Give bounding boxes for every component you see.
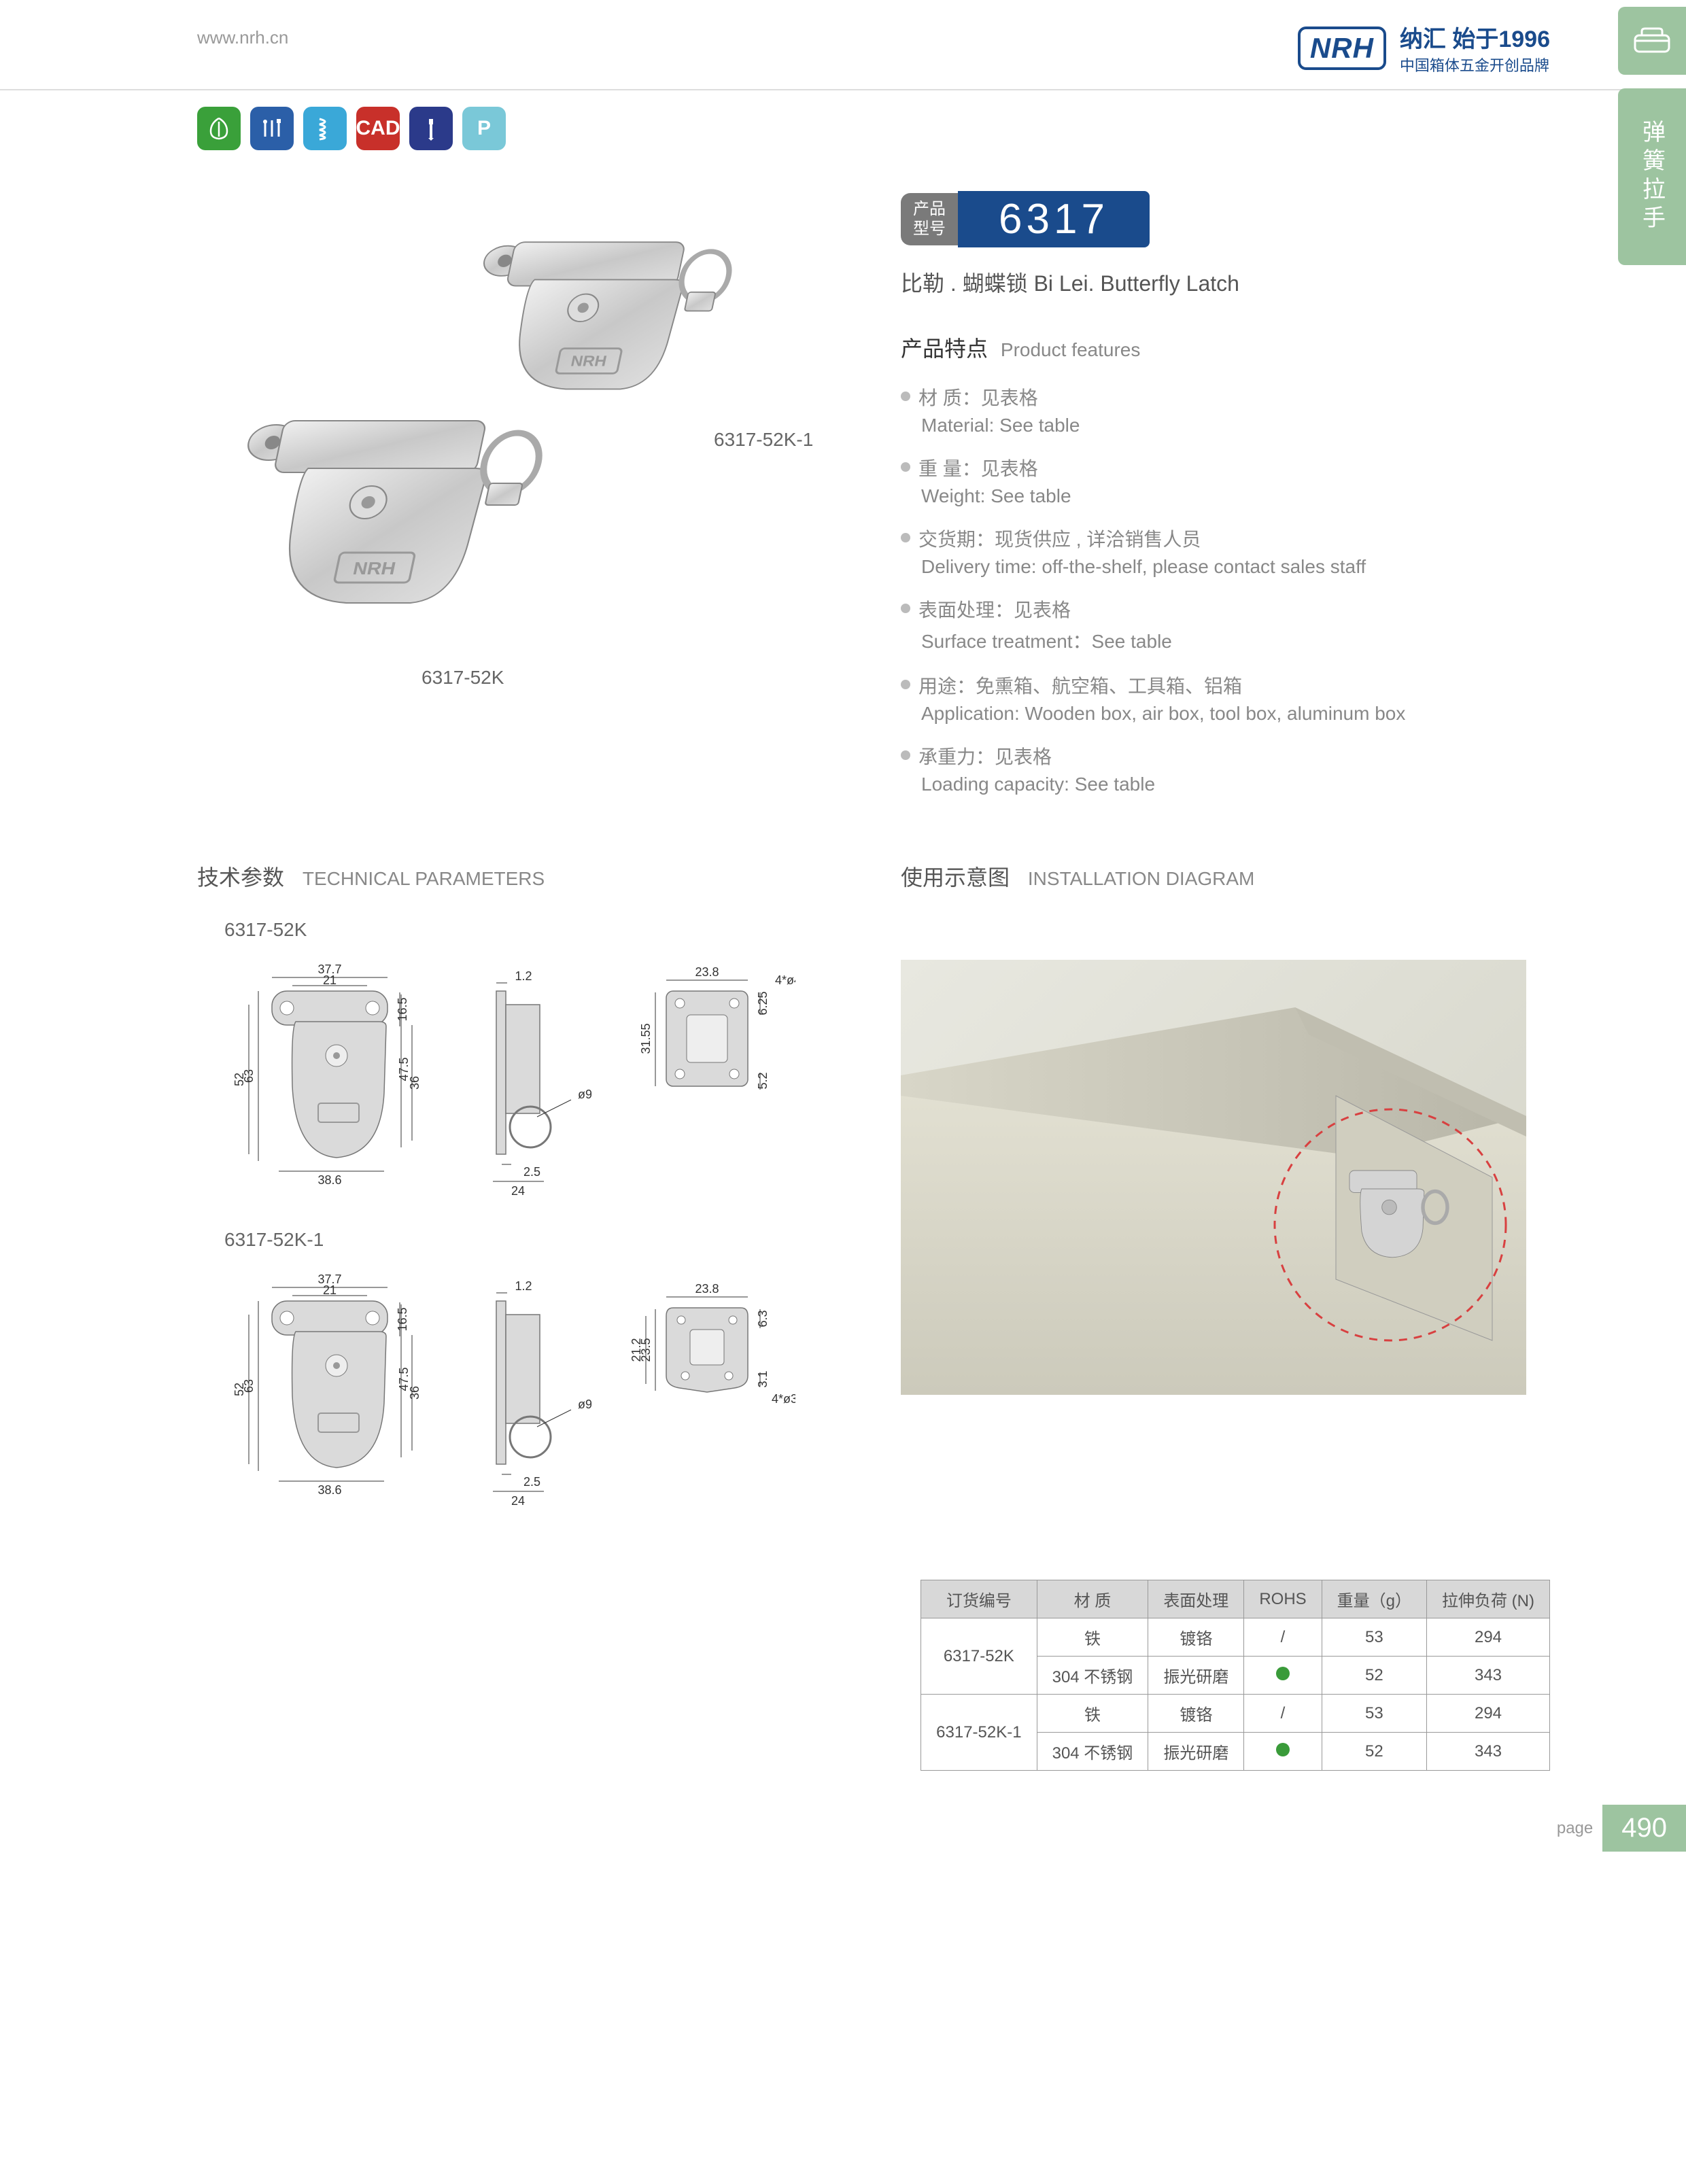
svg-text:NRH: NRH (351, 558, 398, 578)
table-header: 重量（g） (1322, 1580, 1426, 1618)
svg-text:ø9.5: ø9.5 (578, 1088, 591, 1101)
table-header: 材 质 (1037, 1580, 1148, 1618)
table-row: 6317-52K-1铁镀铬/53294 (921, 1695, 1550, 1733)
icon-badges-row: CAD P (0, 90, 1686, 150)
product-subtitle: 比勒 . 蝴蝶锁 Bi Lei. Butterfly Latch (901, 266, 1550, 298)
svg-text:6.3: 6.3 (756, 1310, 770, 1327)
feature-item: 材 质：见表格Material: See table (901, 383, 1550, 436)
install-diagram-heading: 使用示意图 INSTALLATION DIAGRAM (901, 861, 1550, 892)
badge-tools-icon (250, 107, 294, 150)
technical-drawing: 37.7 21 63 52 47.5 36 16.5 38.6 ø9.5 1.2… (197, 1260, 846, 1519)
svg-text:24: 24 (511, 1184, 525, 1198)
features-heading: 产品特点 Product features (901, 332, 1550, 363)
tech-params-heading: 技术参数 TECHNICAL PARAMETERS (197, 861, 846, 892)
svg-text:16.5: 16.5 (396, 1307, 409, 1331)
model-block: 产品 型号 6317 (901, 191, 1550, 247)
badge-leaf-icon (197, 107, 241, 150)
svg-text:24: 24 (511, 1494, 525, 1508)
rohs-dot-icon (1276, 1667, 1290, 1680)
table-header: 拉伸负荷 (N) (1427, 1580, 1550, 1618)
svg-text:ø9.5: ø9.5 (578, 1398, 591, 1411)
svg-text:21: 21 (323, 973, 337, 987)
svg-text:21.2: 21.2 (630, 1338, 643, 1362)
brand-subtitle: 中国箱体五金开创品牌 (1400, 54, 1550, 75)
table-header: 订货编号 (921, 1580, 1037, 1618)
page-footer: page 490 (0, 1771, 1686, 1879)
svg-text:4*ø3: 4*ø3 (772, 1392, 795, 1406)
features-list: 材 质：见表格Material: See table 重 量：见表格Weight:… (901, 383, 1550, 795)
install-photo (901, 960, 1526, 1395)
product-render-area: NRH 6317-52K-1 NRH (197, 191, 846, 694)
badge-cad-icon: CAD (356, 107, 400, 150)
product-label-2: 6317-52K (422, 667, 504, 689)
svg-text:21: 21 (323, 1283, 337, 1297)
product-render-2: NRH (211, 381, 578, 653)
svg-text:2.5: 2.5 (523, 1165, 540, 1179)
svg-text:38.6: 38.6 (317, 1173, 341, 1187)
svg-text:36: 36 (408, 1386, 422, 1400)
site-url: www.nrh.cn (197, 20, 288, 48)
svg-text:52: 52 (233, 1073, 246, 1086)
feature-item: 交货期：现货供应 , 详洽销售人员Delivery time: off-the-… (901, 525, 1550, 578)
svg-text:2.5: 2.5 (523, 1475, 540, 1489)
svg-text:52: 52 (233, 1383, 246, 1396)
model-number: 6317 (958, 191, 1150, 247)
product-label-1: 6317-52K-1 (714, 429, 813, 451)
svg-text:23.8: 23.8 (695, 1282, 719, 1296)
page-label: page (1557, 1819, 1593, 1838)
badge-screw-icon (409, 107, 453, 150)
page-number: 490 (1602, 1805, 1686, 1852)
svg-text:1.2: 1.2 (515, 969, 532, 983)
brand-block: NRH 纳汇 始于1996 中国箱体五金开创品牌 (1298, 20, 1550, 75)
badge-spring-icon (303, 107, 347, 150)
svg-text:16.5: 16.5 (396, 997, 409, 1021)
svg-text:3.1: 3.1 (756, 1370, 770, 1387)
feature-item: 表面处理：见表格Surface treatment：See table (901, 595, 1550, 654)
technical-drawing: 37.7 21 63 52 47.5 36 16.5 38.6 ø9.5 1.2… (197, 950, 846, 1209)
brand-logo: NRH (1298, 27, 1386, 70)
table-header: 表面处理 (1148, 1580, 1244, 1618)
spec-table: 订货编号材 质表面处理ROHS重量（g）拉伸负荷 (N) 6317-52K铁镀铬… (921, 1580, 1550, 1771)
feature-item: 承重力：见表格Loading capacity: See table (901, 742, 1550, 795)
svg-text:1.2: 1.2 (515, 1279, 532, 1293)
svg-text:4*ø4.2: 4*ø4.2 (775, 973, 795, 987)
table-row: 6317-52K铁镀铬/53294 (921, 1618, 1550, 1657)
feature-item: 用途：免熏箱、航空箱、工具箱、铝箱Application: Wooden box… (901, 672, 1550, 725)
side-tab-label: 弹簧拉手 (1618, 88, 1686, 265)
svg-text:NRH: NRH (570, 352, 608, 369)
svg-text:31.55: 31.55 (639, 1023, 653, 1054)
drawing-label: 6317-52K-1 (224, 1229, 846, 1251)
svg-text:38.6: 38.6 (317, 1483, 341, 1497)
drawings-area: 6317-52K 37.7 21 63 52 47.5 36 16.5 38.6… (197, 919, 846, 1519)
brand-title: 纳汇 始于1996 (1400, 20, 1550, 54)
drawing-label: 6317-52K (224, 919, 846, 941)
svg-text:36: 36 (408, 1076, 422, 1090)
rohs-dot-icon (1276, 1743, 1290, 1756)
svg-text:6.25: 6.25 (756, 991, 770, 1015)
svg-text:23.8: 23.8 (695, 965, 719, 979)
svg-text:5.2: 5.2 (756, 1072, 770, 1089)
feature-item: 重 量：见表格Weight: See table (901, 454, 1550, 507)
table-header: ROHS (1244, 1580, 1322, 1618)
side-tab-icon (1618, 7, 1686, 75)
model-field-label: 产品 型号 (901, 193, 958, 246)
badge-p-icon: P (462, 107, 506, 150)
